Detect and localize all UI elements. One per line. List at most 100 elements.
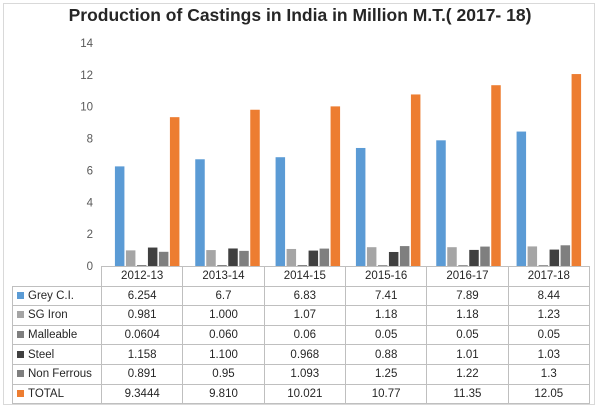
table-cell: 1.158 [100,344,184,365]
bar [436,140,446,266]
legend-entry: Malleable [12,324,102,346]
bar [239,250,249,266]
table-cell: 1.3 [507,363,590,385]
table-cell: 0.891 [100,363,184,385]
table-cell: 6.254 [100,285,184,307]
table-cell: 1.01 [426,344,509,365]
x-tick-label: 2014-15 [263,266,346,287]
table-cell: 7.41 [344,285,428,307]
table-cell: 0.0604 [100,324,184,346]
bar [377,265,388,266]
bar [469,249,479,266]
table-cell: 11.35 [426,383,509,405]
bar [308,250,319,266]
series-name: Steel [28,348,55,361]
chart-title: Production of Castings in India in Milli… [68,5,532,25]
table-cell: 1.25 [344,363,428,385]
table-cell: 0.88 [344,344,428,365]
y-tick-label: 12 [80,70,93,82]
x-tick-label: 2013-14 [182,266,265,287]
table-cell: 1.23 [507,305,590,326]
table-cell: 1.18 [426,305,509,326]
y-tick-label: 2 [87,229,93,241]
y-tick-label: 4 [87,197,94,209]
bar [206,250,216,266]
table-cell: 1.22 [426,363,509,385]
bar [571,74,582,266]
bar [480,246,490,266]
table-cell: 10.77 [344,383,428,405]
bar [286,248,297,266]
table-cell: 8.44 [507,285,590,307]
y-tick-label: 8 [87,134,93,146]
table-cell: 9.3444 [100,383,184,405]
table-row: Steel 1.158 1.100 0.968 0.88 1.01 1.03 [12,344,590,365]
series-name: Grey C.I. [28,289,75,302]
table-row: Grey C.I. 6.254 6.7 6.83 7.41 7.89 8.44 [12,285,590,307]
y-tick-label: 14 [80,38,93,50]
bar [355,147,366,266]
table-cell: 0.968 [263,344,346,365]
table-cell: 0.05 [507,324,590,346]
y-tick-label: 6 [87,165,93,177]
table-cell: 1.100 [182,344,265,365]
bar [319,248,330,266]
table-cell: 6.7 [182,285,265,307]
legend-swatch [17,350,24,358]
table-row: TOTAL 9.3444 9.810 10.021 10.77 11.35 12.05 [12,383,590,405]
bar [158,251,169,266]
table-cell: 12.05 [507,383,590,405]
table-cell: 0.060 [182,324,265,346]
bar [458,265,468,266]
table-cell: 1.03 [507,344,590,365]
bar [136,265,147,266]
data-table: 2012-13 2013-14 2014-15 2015-16 2016-17 2017-… [12,266,590,405]
legend-entry: SG Iron [12,305,102,326]
bar [388,251,399,266]
bar [447,247,457,266]
table-row: Malleable 0.0604 0.060 0.06 0.05 0.05 0.05 [12,324,590,346]
bar [366,247,377,266]
bar [538,265,549,266]
bar [125,250,136,266]
table-cell: 7.89 [426,285,509,307]
table-cell: 9.810 [182,383,265,405]
table-cell: 1.18 [344,305,428,326]
legend-swatch [17,311,24,319]
legend-swatch [17,370,24,378]
bar [399,246,410,266]
table-row: SG Iron 0.981 1.000 1.07 1.18 1.18 1.23 [12,305,590,326]
bar [330,106,341,266]
table-header-row: 2012-13 2013-14 2014-15 2015-16 2016-17 2017-… [12,266,590,287]
x-tick-label: 2016-17 [426,266,509,287]
bar [410,94,421,266]
x-tick-label: 2015-16 [344,266,428,287]
bar [169,117,180,266]
bar [527,246,538,266]
legend-entry: Grey C.I. [12,285,102,307]
bar [560,245,571,266]
table-corner [12,266,102,287]
series-name: SG Iron [28,309,68,322]
bar [217,265,227,266]
table-row: Non Ferrous 0.891 0.95 1.093 1.25 1.22 1.3 [12,363,590,385]
legend-swatch [17,291,24,299]
x-tick-label: 2012-13 [100,266,184,287]
bar [114,166,125,266]
table-cell: 1.07 [263,305,346,326]
x-tick-label: 2017-18 [507,266,590,287]
table-cell: 1.000 [182,305,265,326]
bar [516,131,527,266]
series-name: Non Ferrous [28,368,92,381]
bar [297,265,308,266]
y-tick-label: 10 [80,102,93,114]
legend-entry: Steel [12,344,102,365]
legend-entry: TOTAL [12,383,102,405]
table-cell: 0.05 [426,324,509,346]
table-cell: 0.95 [182,363,265,385]
legend-entry: Non Ferrous [12,363,102,385]
bar [195,159,205,266]
table-cell: 0.981 [100,305,184,326]
table-cell: 6.83 [263,285,346,307]
